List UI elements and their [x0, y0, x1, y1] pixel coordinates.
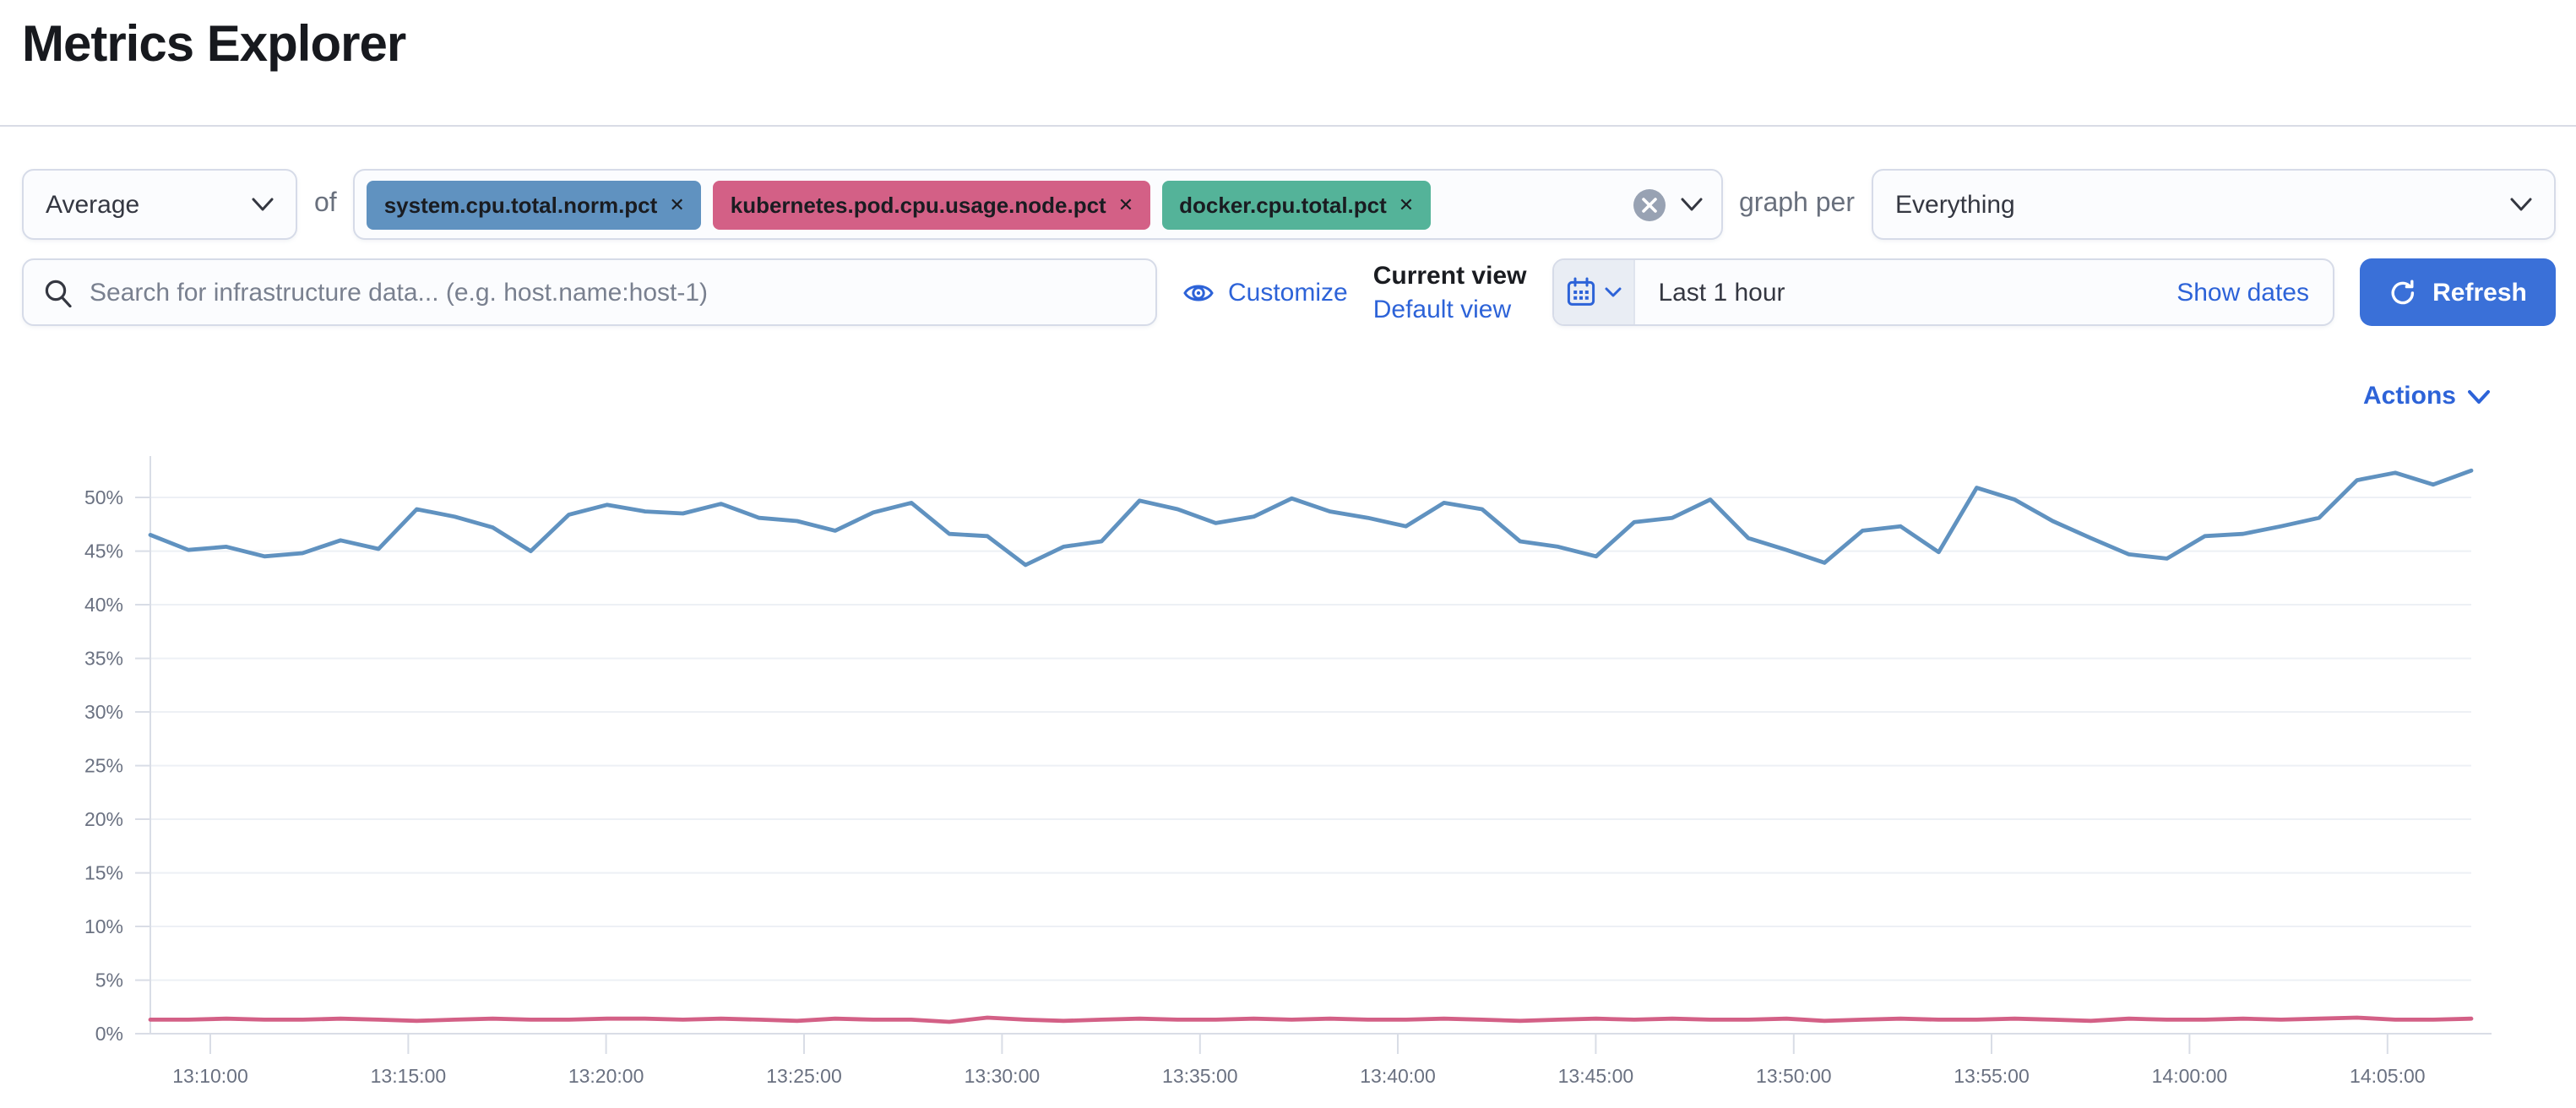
current-view-label: Current view [1372, 261, 1527, 290]
chart-area: 50% 45% 40% 35% 30% 25% 20% 15% 10% 5% 0% 13:10:00 1… [0, 443, 2576, 1108]
metric-toolbar: Average of system.cpu.total.norm.pct ✕ k… [22, 169, 2556, 240]
customize-label: Customize [1228, 278, 1348, 307]
svg-text:15%: 15% [84, 862, 123, 884]
remove-metric-icon[interactable]: ✕ [1117, 195, 1134, 215]
svg-text:5%: 5% [95, 970, 123, 991]
svg-text:13:35:00: 13:35:00 [1162, 1065, 1238, 1087]
graph-per-select[interactable]: Everything [1872, 169, 2556, 240]
graph-per-label: graph per [1739, 189, 1855, 218]
metric-pill-label: system.cpu.total.norm.pct [383, 192, 658, 217]
svg-text:13:10:00: 13:10:00 [172, 1065, 248, 1087]
customize-button[interactable]: Customize [1182, 276, 1348, 308]
combobox-controls [1633, 188, 1702, 220]
svg-text:13:40:00: 13:40:00 [1360, 1065, 1436, 1087]
default-view-link[interactable]: Default view [1372, 295, 1512, 323]
svg-text:13:25:00: 13:25:00 [766, 1065, 842, 1087]
svg-text:13:50:00: 13:50:00 [1756, 1065, 1832, 1087]
time-range-value[interactable]: Last 1 hour [1658, 278, 1785, 307]
refresh-button[interactable]: Refresh [2360, 258, 2556, 326]
remove-metric-icon[interactable]: ✕ [1398, 195, 1415, 215]
calendar-icon [1567, 277, 1595, 306]
svg-text:35%: 35% [84, 648, 123, 670]
chevron-down-icon [252, 198, 274, 211]
remove-metric-icon[interactable]: ✕ [669, 195, 685, 215]
page-title: Metrics Explorer [22, 17, 406, 73]
svg-text:13:15:00: 13:15:00 [371, 1065, 447, 1087]
clear-x-icon [1641, 197, 1656, 212]
aggregation-select[interactable]: Average [22, 169, 297, 240]
refresh-label: Refresh [2432, 278, 2527, 307]
chevron-down-icon [1604, 287, 1621, 297]
svg-text:13:45:00: 13:45:00 [1558, 1065, 1634, 1087]
metric-pill-label: docker.cpu.total.pct [1179, 192, 1387, 217]
chevron-down-icon [2468, 389, 2490, 403]
show-dates-button[interactable]: Show dates [2177, 278, 2309, 307]
svg-text:13:30:00: 13:30:00 [965, 1065, 1041, 1087]
super-date-picker: Last 1 hour Show dates [1552, 258, 2334, 326]
svg-text:40%: 40% [84, 594, 123, 616]
search-icon [45, 279, 72, 307]
metric-pill[interactable]: system.cpu.total.norm.pct ✕ [367, 180, 702, 229]
search-input[interactable] [90, 278, 1135, 307]
metric-pill[interactable]: kubernetes.pod.cpu.usage.node.pct ✕ [713, 180, 1151, 229]
graph-per-value: Everything [1895, 190, 2015, 219]
date-picker-menu-button[interactable] [1553, 260, 1635, 324]
svg-text:0%: 0% [95, 1023, 123, 1045]
actions-label: Actions [2362, 382, 2456, 410]
svg-text:50%: 50% [84, 486, 123, 508]
metric-pill-label: kubernetes.pod.cpu.usage.node.pct [730, 192, 1106, 217]
svg-text:14:05:00: 14:05:00 [2350, 1065, 2426, 1087]
svg-text:25%: 25% [84, 755, 123, 777]
eye-icon [1183, 284, 1214, 301]
chevron-down-icon[interactable] [1680, 198, 1702, 211]
metrics-combobox[interactable]: system.cpu.total.norm.pct ✕ kubernetes.p… [353, 169, 1722, 240]
metrics-chart[interactable]: 50% 45% 40% 35% 30% 25% 20% 15% 10% 5% 0% 13:10:00 1… [0, 443, 2576, 1108]
svg-text:14:00:00: 14:00:00 [2152, 1065, 2228, 1087]
svg-text:13:55:00: 13:55:00 [1954, 1065, 2030, 1087]
chevron-down-icon [2510, 198, 2532, 211]
of-label: of [314, 189, 337, 218]
query-toolbar: Customize Current view Default view Last… [22, 258, 2556, 326]
aggregation-value: Average [46, 190, 140, 219]
svg-text:10%: 10% [84, 915, 123, 937]
svg-text:20%: 20% [84, 808, 123, 830]
refresh-icon [2391, 279, 2415, 304]
clear-metrics-button[interactable] [1633, 188, 1665, 220]
header-divider [0, 125, 2576, 127]
svg-text:13:20:00: 13:20:00 [568, 1065, 644, 1087]
svg-text:30%: 30% [84, 701, 123, 723]
metric-pill[interactable]: docker.cpu.total.pct ✕ [1162, 180, 1432, 229]
actions-menu-button[interactable]: Actions [2363, 382, 2490, 410]
search-box[interactable] [22, 258, 1157, 326]
svg-text:45%: 45% [84, 540, 123, 562]
view-switcher: Current view Default view [1373, 261, 1527, 323]
